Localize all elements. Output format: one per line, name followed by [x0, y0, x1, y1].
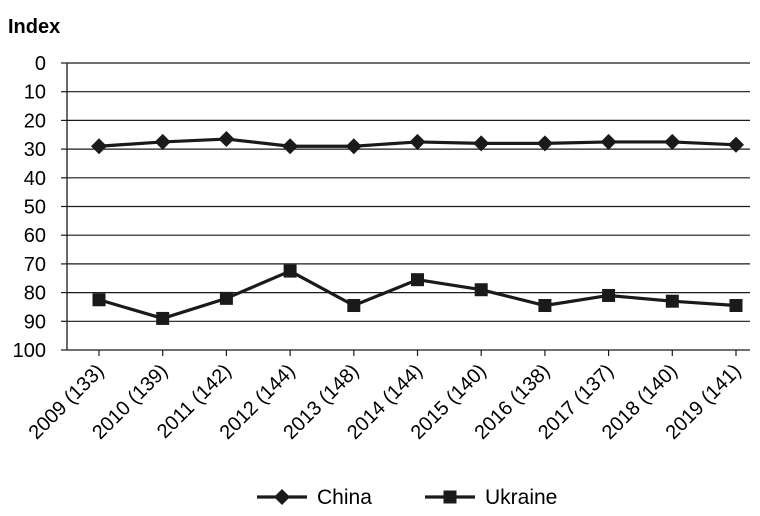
data-point-ukraine [474, 283, 488, 297]
series-ukraine [92, 264, 743, 325]
series-china [91, 131, 744, 155]
data-point-ukraine [538, 299, 552, 313]
data-point-china [345, 138, 362, 155]
data-point-china [282, 138, 299, 155]
data-point-china [728, 136, 744, 153]
axes [66, 63, 750, 351]
data-point-china [91, 138, 107, 155]
legend-item-china: China [257, 486, 372, 509]
data-point-ukraine [92, 293, 106, 307]
y-tick-label-0: 0 [35, 53, 46, 75]
y-tick-label-20: 20 [24, 110, 46, 132]
data-point-ukraine [283, 264, 297, 278]
y-tick-label-40: 40 [24, 168, 46, 190]
data-point-china [536, 135, 553, 152]
y-tick-label-80: 80 [24, 283, 46, 305]
y-tick-label-100: 100 [13, 340, 46, 362]
data-point-china [600, 133, 617, 150]
y-axis-ticks: 0 10 20 30 40 50 60 70 80 90 100 [13, 53, 67, 362]
y-tick-label-70: 70 [24, 254, 46, 276]
data-point-china [154, 133, 171, 150]
y-axis-label: Index [8, 16, 60, 38]
series-layer [91, 131, 744, 325]
data-point-ukraine [602, 288, 616, 302]
legend-label: Ukraine [485, 486, 557, 509]
data-point-ukraine [729, 299, 743, 313]
gridlines [67, 62, 750, 322]
y-tick-label-90: 90 [24, 311, 46, 333]
data-point-china [218, 131, 235, 148]
data-point-ukraine [347, 299, 361, 313]
legend-label: China [317, 486, 372, 509]
data-point-ukraine [156, 311, 170, 325]
y-tick-label-50: 50 [24, 197, 46, 219]
data-point-china [473, 135, 490, 152]
y-tick-label-10: 10 [24, 82, 46, 104]
data-point-china [664, 133, 681, 150]
data-point-ukraine [665, 294, 679, 308]
legend-item-ukraine: Ukraine [425, 486, 557, 509]
y-tick-label-60: 60 [24, 225, 46, 247]
y-tick-label-30: 30 [24, 139, 46, 161]
legend-marker [274, 489, 290, 505]
data-point-ukraine [411, 273, 424, 287]
legend: China Ukraine [257, 486, 557, 509]
data-point-ukraine [219, 291, 233, 305]
x-axis-ticks: 2009 (133)2010 (139)2011 (142)2012 (144)… [25, 350, 746, 444]
legend-marker [443, 490, 457, 504]
data-point-china [409, 133, 426, 150]
